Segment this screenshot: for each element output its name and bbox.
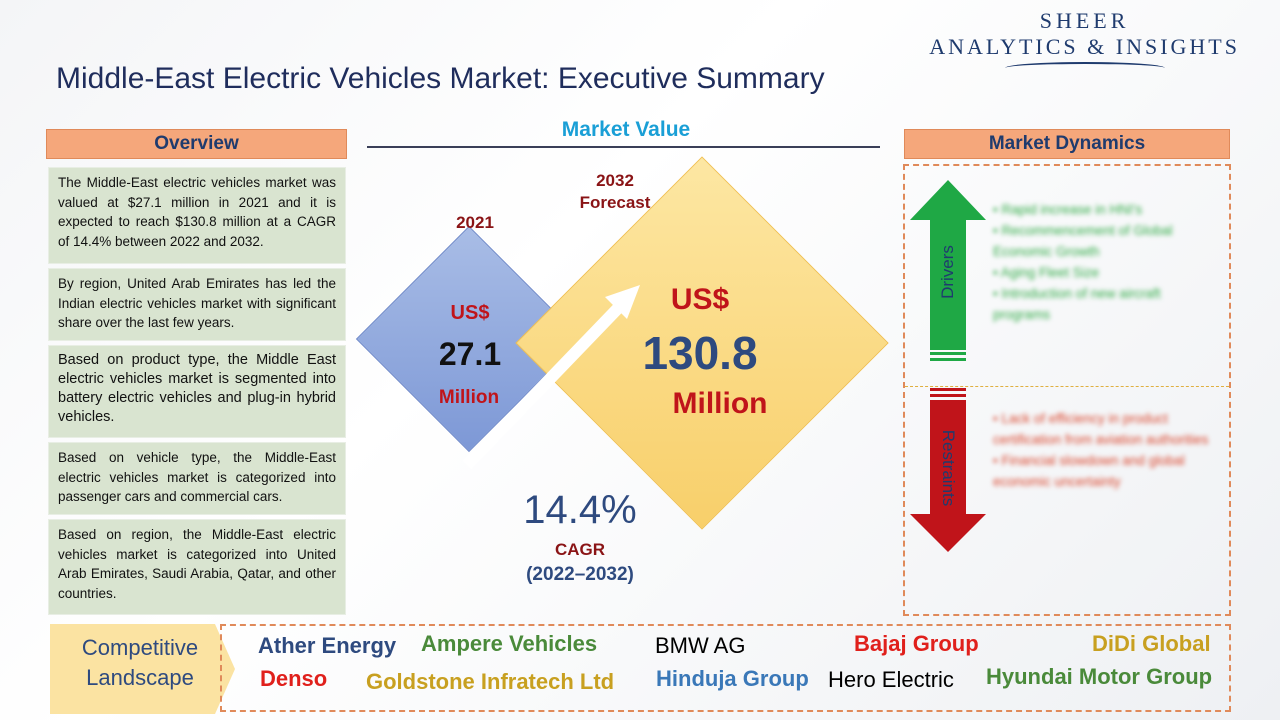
value-2021-currency: US$ — [450, 302, 490, 324]
market-value-divider — [367, 146, 880, 148]
overview-paragraph: Based on vehicle type, the Middle-East e… — [48, 442, 346, 515]
down-arrow-icon — [910, 388, 986, 552]
restraints-list: Lack of efficiency in product certificat… — [993, 408, 1213, 492]
company-name: DiDi Global — [1092, 631, 1211, 656]
driver-item: Introduction of new aircraft programs — [993, 283, 1213, 325]
cagr-label: CAGR — [554, 540, 606, 559]
logo-line2: ANALYTICS & INSIGHTS — [929, 34, 1240, 59]
market-value-header: Market Value — [561, 118, 691, 141]
competitive-label-line2: Landscape — [86, 665, 194, 690]
company-name: Hyundai Motor Group — [986, 664, 1213, 689]
drivers-list: Rapid increase in HNI's Recommencement o… — [993, 199, 1213, 325]
value-2032-unit: Million — [672, 387, 768, 420]
company-name: BMW AG — [655, 633, 746, 658]
competitive-landscape-label: Competitive Landscape — [60, 633, 220, 693]
overview-header: Overview — [46, 129, 347, 159]
value-2021-unit: Million — [438, 387, 500, 408]
cagr-value: 14.4% — [523, 488, 637, 532]
company-name: Bajaj Group — [854, 631, 979, 656]
growth-arrow-icon — [462, 285, 640, 470]
company-name: Goldstone Infratech Ltd — [366, 669, 615, 694]
company-name: Hinduja Group — [656, 666, 809, 691]
logo-swoosh — [1004, 62, 1165, 74]
value-2032-amount: 130.8 — [642, 327, 758, 379]
page-title: Middle-East Electric Vehicles Market: Ex… — [56, 62, 825, 95]
overview-paragraph: Based on product type, the Middle East e… — [48, 345, 346, 438]
market-dynamics-header: Market Dynamics — [904, 129, 1230, 159]
restraint-item: Financial slowdown and global economic u… — [993, 450, 1213, 492]
dynamics-divider — [905, 386, 1229, 387]
year-2032-label: 2032 Forecast — [560, 170, 670, 214]
value-2032-currency: US$ — [670, 283, 730, 316]
drivers-label: Drivers — [938, 245, 957, 299]
company-name: Hero Electric — [828, 667, 954, 692]
market-dynamics-panel — [903, 164, 1231, 616]
company-name: Denso — [260, 666, 328, 691]
company-name: Ather Energy — [258, 633, 397, 658]
competitive-landscape-panel — [220, 624, 1231, 712]
competitive-label-line1: Competitive — [81, 635, 199, 660]
overview-paragraph: By region, United Arab Emirates has led … — [48, 268, 346, 341]
overview-paragraph: Based on region, the Middle-East electri… — [48, 519, 346, 615]
cagr-period: (2022–2032) — [526, 564, 634, 585]
driver-item: Recommencement of Global Economic Growth — [993, 220, 1213, 262]
driver-item: Rapid increase in HNI's — [993, 199, 1213, 220]
up-arrow-icon — [910, 180, 986, 361]
overview-paragraph: The Middle-East electric vehicles market… — [48, 167, 346, 264]
restraints-label: Restraints — [939, 429, 958, 507]
year-2021-label: 2021 — [456, 213, 494, 232]
year-2032: 2032 — [596, 171, 634, 190]
forecast-label: Forecast — [579, 193, 651, 212]
value-2021-amount: 27.1 — [438, 336, 502, 372]
brand-logo: SHEER ANALYTICS & INSIGHTS — [929, 8, 1240, 74]
driver-item: Aging Fleet Size — [993, 262, 1213, 283]
competitive-landscape-chevron — [50, 624, 235, 714]
restraint-item: Lack of efficiency in product certificat… — [993, 408, 1213, 450]
logo-line1: SHEER — [1039, 8, 1130, 33]
company-name: Ampere Vehicles — [421, 631, 598, 656]
